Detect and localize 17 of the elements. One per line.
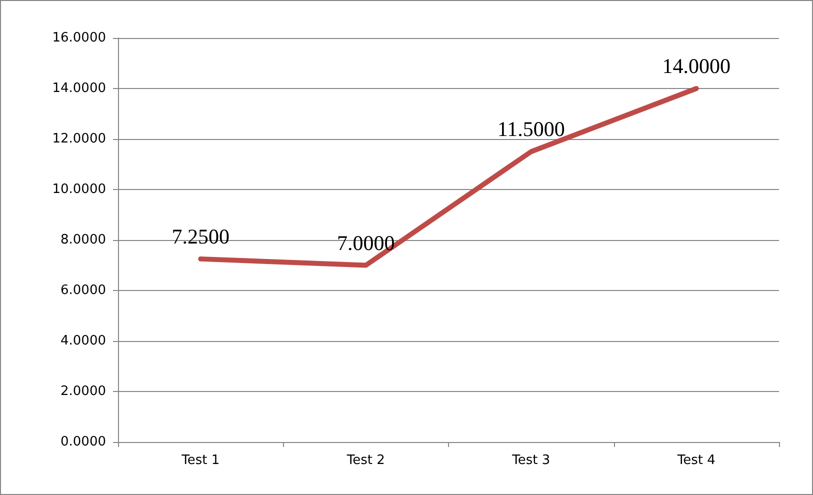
data-label: 11.5000	[497, 117, 565, 142]
y-tick-label: 2.0000	[60, 384, 106, 399]
data-label: 7.2500	[172, 224, 230, 248]
data-label: 14.0000	[662, 54, 730, 78]
y-tick-label: 14.0000	[52, 81, 106, 96]
x-tick-label: Test 2	[346, 453, 385, 468]
data-label: 7.0000	[337, 230, 395, 255]
x-tick-label: Test 3	[511, 453, 550, 468]
x-tick-label: Test 4	[676, 453, 716, 468]
y-tick-label: 12.0000	[52, 132, 106, 146]
x-tick-label: Test 1	[180, 453, 220, 468]
y-tick-label: 16.0000	[52, 30, 106, 46]
y-tick-label: 4.0000	[60, 334, 106, 348]
y-tick-label: 8.0000	[60, 232, 106, 248]
y-tick-label: 10.0000	[52, 182, 106, 197]
y-tick-label: 6.0000	[60, 283, 106, 298]
y-tick-label: 0.0000	[60, 434, 106, 450]
